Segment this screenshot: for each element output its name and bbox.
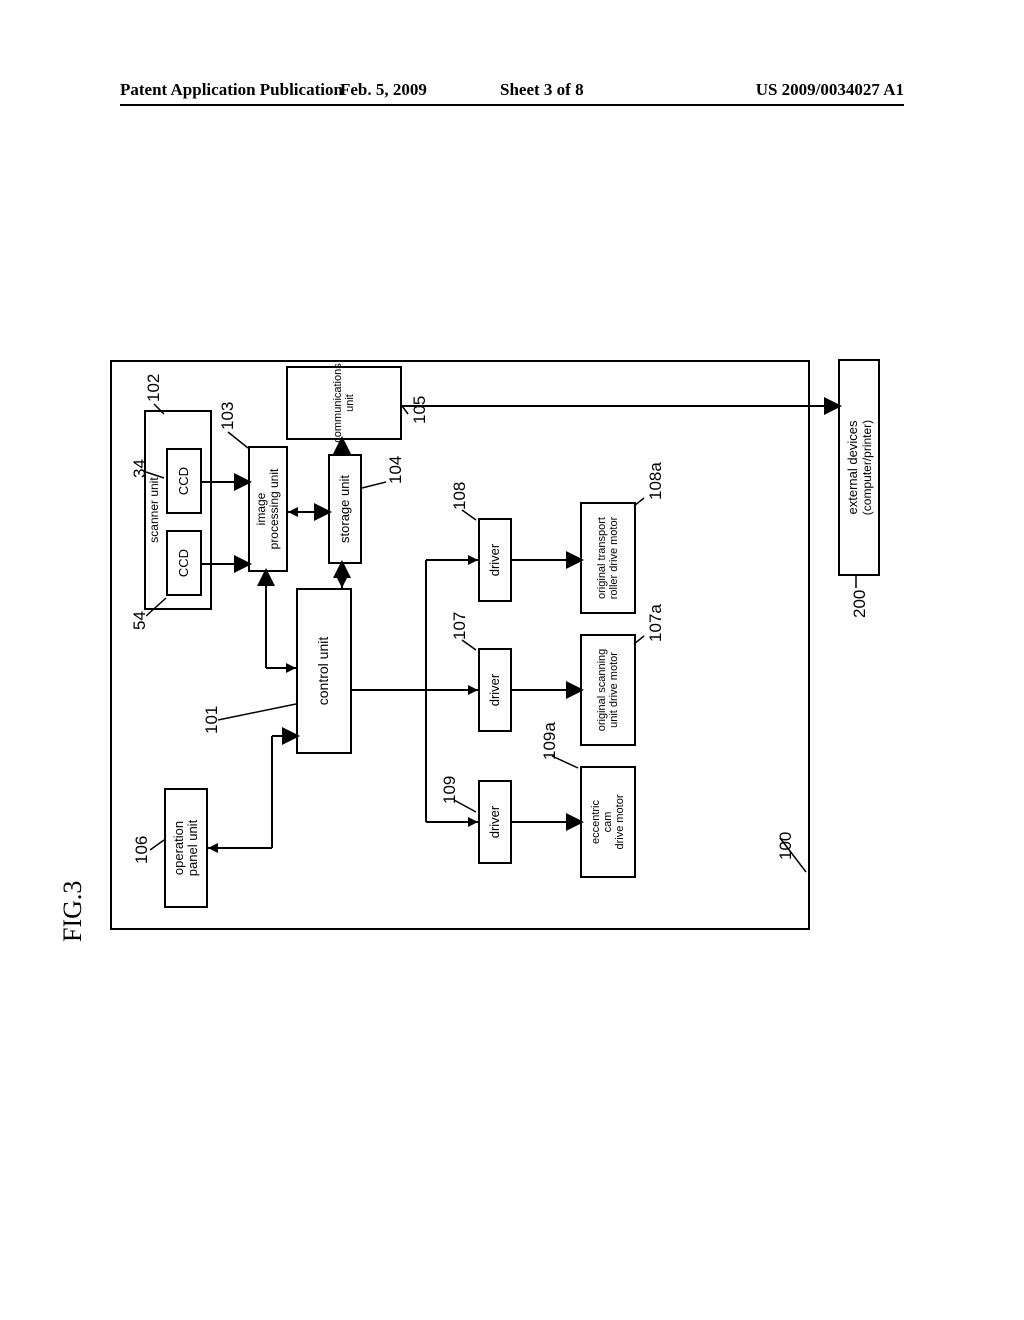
- page: Patent Application Publication Feb. 5, 2…: [0, 0, 1024, 1320]
- header-publication-number: US 2009/0034027 A1: [756, 80, 904, 100]
- figure-label: FIG.3: [58, 881, 88, 942]
- header-publication-type: Patent Application Publication: [120, 80, 343, 100]
- header-date: Feb. 5, 2009: [340, 80, 427, 100]
- connector-wires: [106, 354, 886, 934]
- figure-3-diagram: FIG.3 operation panel unit 106 control u…: [110, 360, 880, 930]
- header-sheet-number: Sheet 3 of 8: [500, 80, 584, 100]
- header-rule: [120, 104, 904, 106]
